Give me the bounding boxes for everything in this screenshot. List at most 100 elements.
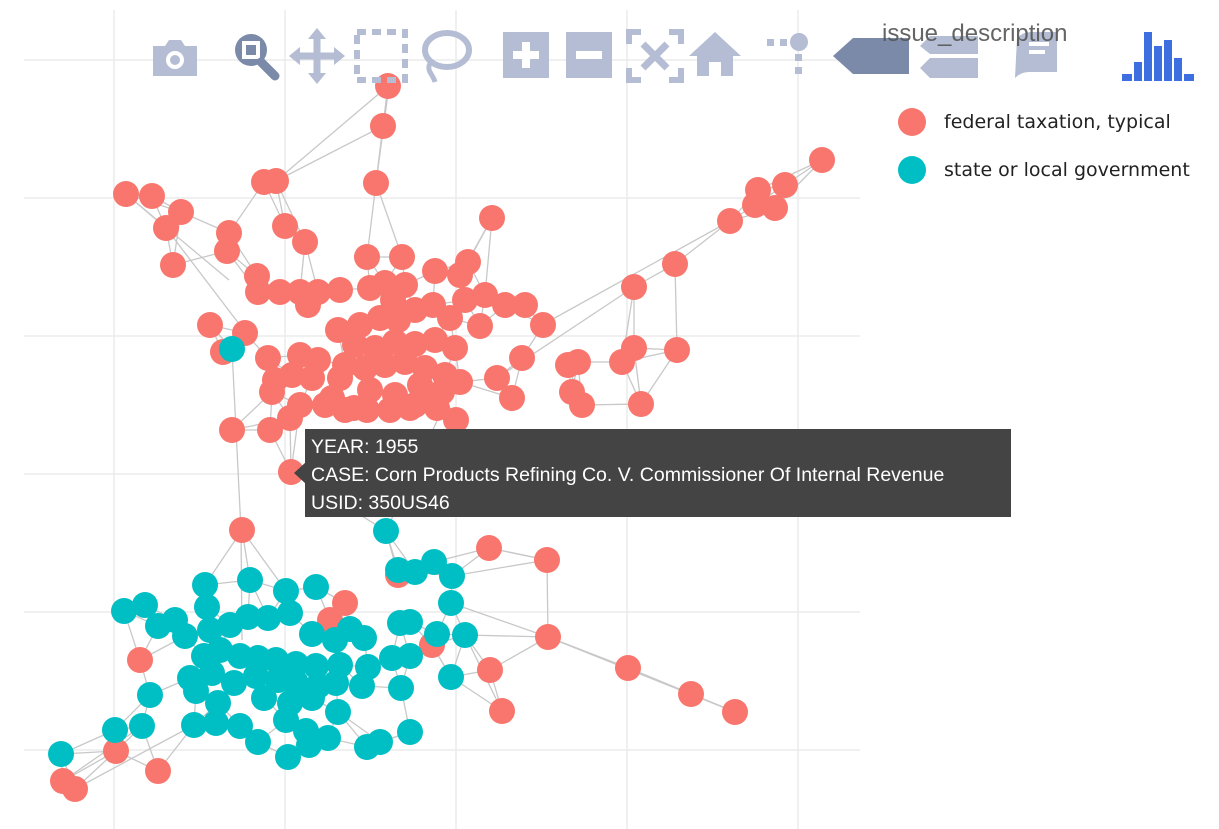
network-node[interactable] <box>279 362 305 388</box>
network-node[interactable] <box>347 312 373 338</box>
network-node[interactable] <box>251 685 277 711</box>
network-node[interactable] <box>377 397 403 423</box>
hover-compare-icon[interactable] <box>918 26 978 86</box>
network-node[interactable] <box>295 292 321 318</box>
network-node[interactable] <box>255 605 281 631</box>
network-node[interactable] <box>438 664 464 690</box>
network-node[interactable] <box>323 670 349 696</box>
network-node[interactable] <box>205 690 231 716</box>
network-node[interactable] <box>245 729 271 755</box>
network-node[interactable] <box>229 517 255 543</box>
network-node[interactable] <box>447 369 473 395</box>
network-node[interactable] <box>48 741 74 767</box>
network-node[interactable] <box>292 229 318 255</box>
network-node[interactable] <box>145 758 171 784</box>
network-node[interactable] <box>363 170 389 196</box>
network-node[interactable] <box>139 183 165 209</box>
network-node[interactable] <box>499 385 525 411</box>
network-node[interactable] <box>367 729 393 755</box>
network-node[interactable] <box>299 621 325 647</box>
network-node[interactable] <box>472 282 498 308</box>
network-node[interactable] <box>332 397 358 423</box>
network-node[interactable] <box>263 647 289 673</box>
network-node[interactable] <box>192 572 218 598</box>
network-node[interactable] <box>530 312 556 338</box>
network-node[interactable] <box>484 365 510 391</box>
network-node[interactable] <box>132 592 158 618</box>
network-node[interactable] <box>312 392 338 418</box>
network-node[interactable] <box>397 719 423 745</box>
network-node[interactable] <box>349 673 375 699</box>
network-node[interactable] <box>111 598 137 624</box>
reset-axes-icon[interactable] <box>685 26 745 86</box>
network-node[interactable] <box>127 647 153 673</box>
plotly-logo-icon[interactable] <box>1120 28 1204 88</box>
network-node[interactable] <box>489 698 515 724</box>
zoom-icon[interactable] <box>225 26 285 86</box>
network-node[interactable] <box>392 349 418 375</box>
network-node[interactable] <box>382 329 408 355</box>
network-node[interactable] <box>219 336 245 362</box>
network-node[interactable] <box>370 113 396 139</box>
network-node[interactable] <box>534 547 560 573</box>
network-node[interactable] <box>273 578 299 604</box>
network-node[interactable] <box>615 655 641 681</box>
edit-chart-icon[interactable] <box>1005 26 1065 86</box>
network-node[interactable] <box>357 377 383 403</box>
network-node[interactable] <box>237 567 263 593</box>
network-node[interactable] <box>628 391 654 417</box>
network-node[interactable] <box>257 417 283 443</box>
network-node[interactable] <box>422 327 448 353</box>
network-node[interactable] <box>172 623 198 649</box>
network-node[interactable] <box>325 699 351 725</box>
network-node[interactable] <box>287 392 313 418</box>
network-node[interactable] <box>194 594 220 620</box>
network-node[interactable] <box>235 604 261 630</box>
box-select-icon[interactable] <box>351 26 411 86</box>
network-node[interactable] <box>452 622 478 648</box>
network-node[interactable] <box>535 624 561 650</box>
network-node[interactable] <box>492 292 518 318</box>
network-node[interactable] <box>296 732 322 758</box>
network-node[interactable] <box>273 707 299 733</box>
pan-icon[interactable] <box>287 26 347 86</box>
network-node[interactable] <box>327 277 353 303</box>
network-node[interactable] <box>103 738 129 764</box>
spike-lines-icon[interactable] <box>759 26 819 86</box>
network-node[interactable] <box>317 607 343 633</box>
network-node[interactable] <box>137 682 163 708</box>
network-node[interactable] <box>438 590 464 616</box>
network-node[interactable] <box>227 713 253 739</box>
network-node[interactable] <box>299 685 325 711</box>
network-node[interactable] <box>809 147 835 173</box>
network-node[interactable] <box>662 251 688 277</box>
network-node[interactable] <box>303 653 329 679</box>
network-node[interactable] <box>277 600 303 626</box>
network-node[interactable] <box>392 272 418 298</box>
network-node[interactable] <box>62 776 88 802</box>
network-node[interactable] <box>129 713 155 739</box>
network-node[interactable] <box>181 712 207 738</box>
network-node[interactable] <box>424 621 450 647</box>
network-node[interactable] <box>419 389 445 415</box>
network-node[interactable] <box>479 205 505 231</box>
network-node[interactable] <box>678 681 704 707</box>
network-node[interactable] <box>352 355 378 381</box>
network-node[interactable] <box>772 172 798 198</box>
network-node[interactable] <box>259 379 285 405</box>
network-node[interactable] <box>287 342 313 368</box>
network-node[interactable] <box>342 332 368 358</box>
network-node[interactable] <box>388 675 414 701</box>
network-node[interactable] <box>421 549 447 575</box>
zoom-out-icon[interactable] <box>562 26 622 86</box>
network-node[interactable] <box>476 535 502 561</box>
network-node[interactable] <box>717 208 743 234</box>
network-node[interactable] <box>283 651 309 677</box>
network-node[interactable] <box>373 518 399 544</box>
autoscale-icon[interactable] <box>625 26 685 86</box>
network-node[interactable] <box>299 365 325 391</box>
network-node[interactable] <box>351 625 377 651</box>
network-node[interactable] <box>153 215 179 241</box>
network-node[interactable] <box>272 213 298 239</box>
network-node[interactable] <box>197 617 223 643</box>
